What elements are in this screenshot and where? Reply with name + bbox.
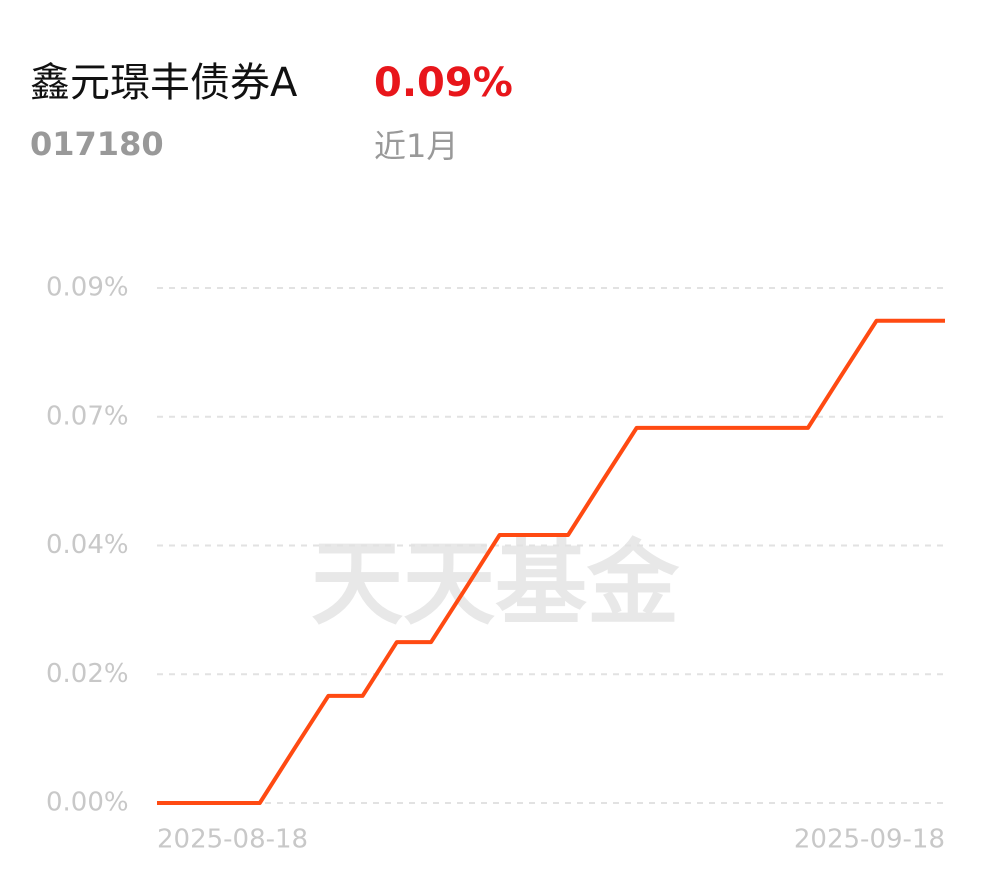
line — [157, 318, 945, 805]
x-tick-label: 2025-09-18 — [794, 825, 945, 855]
return-value: 0.09% — [374, 60, 513, 106]
fund-name: 鑫元璟丰债券A — [30, 60, 298, 106]
x-tick-label: 2025-08-18 — [157, 825, 308, 855]
y-tick-label: 0.04% — [46, 530, 129, 560]
watermark: 天天基金 — [311, 530, 680, 637]
y-tick-label: 0.02% — [46, 659, 129, 689]
y-tick-label: 0.07% — [46, 401, 129, 431]
period: 近1月 — [374, 127, 458, 165]
fund-code: 017180 — [30, 125, 164, 163]
y-tick-label: 0.00% — [46, 788, 129, 818]
y-tick-label: 0.09% — [46, 273, 129, 303]
